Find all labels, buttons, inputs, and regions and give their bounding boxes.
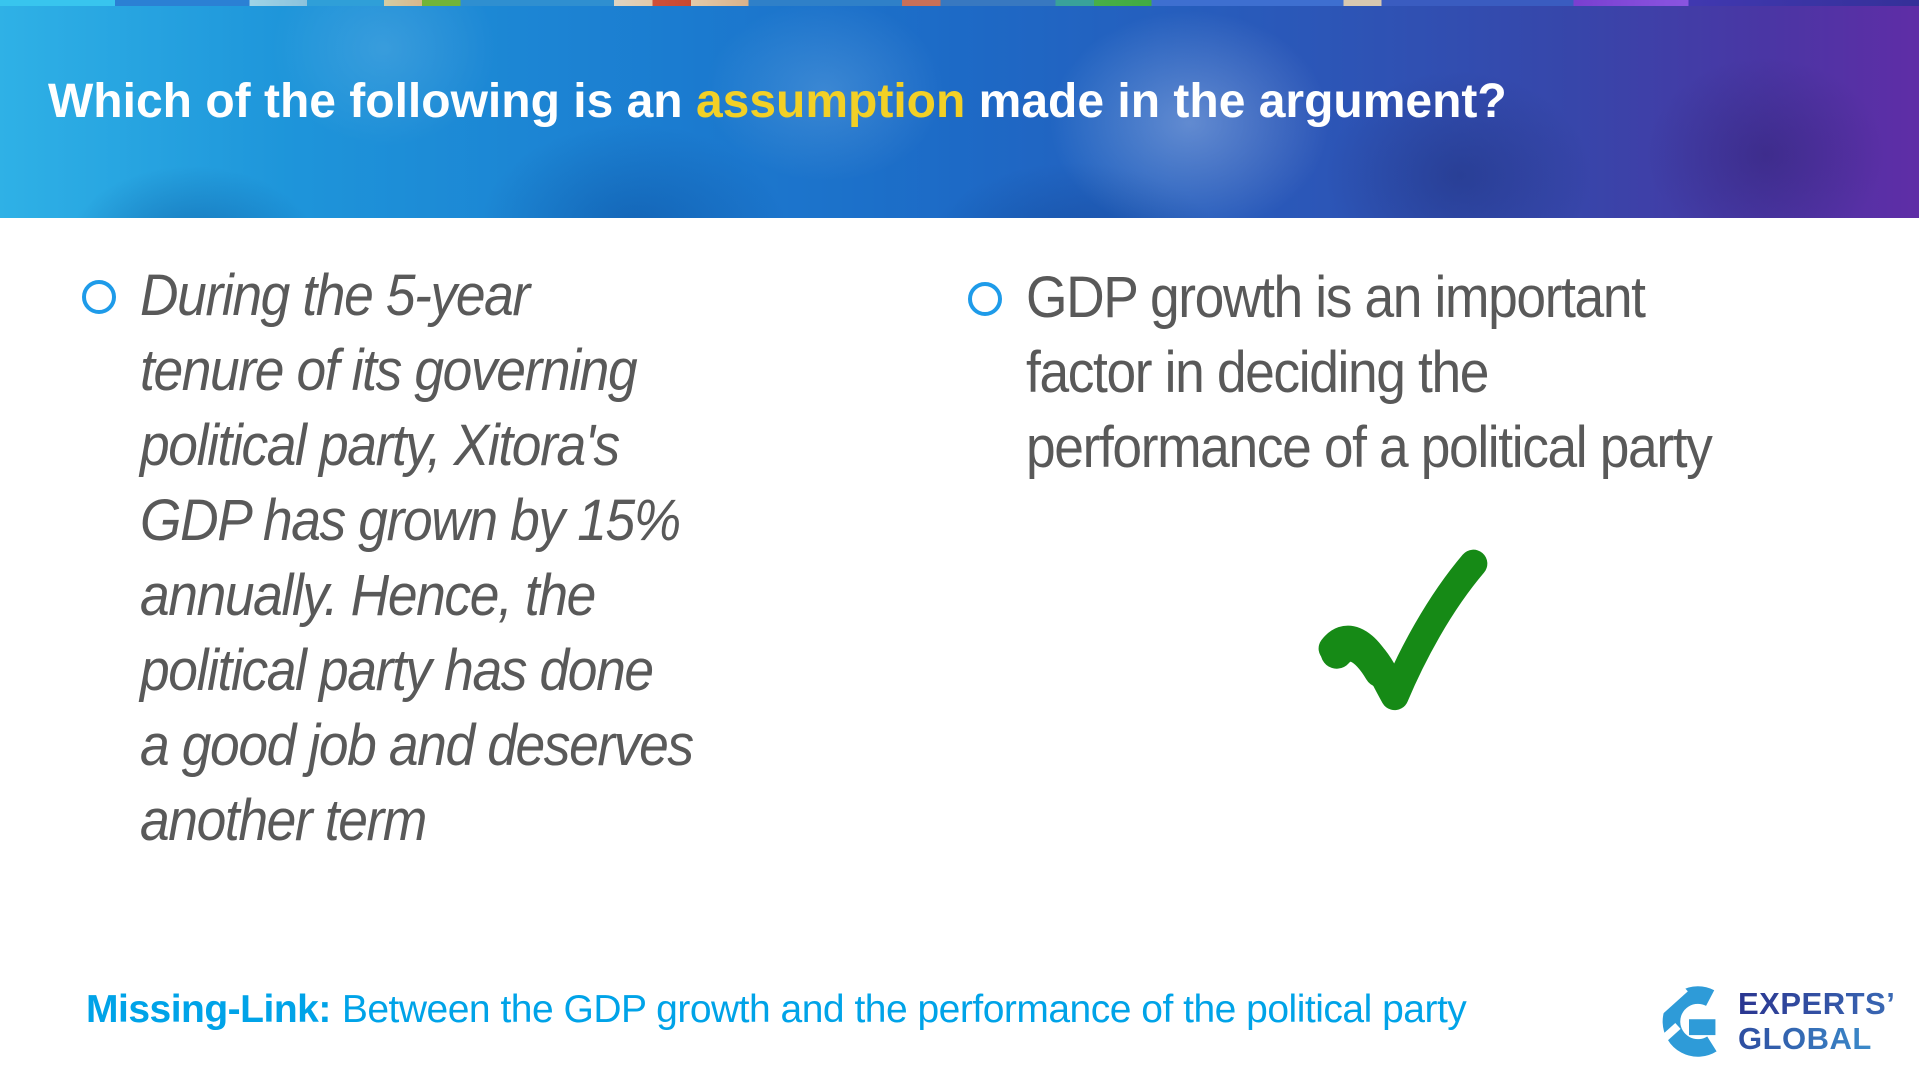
question-title-highlight: assumption [695, 75, 966, 128]
experts-global-logo: EXPERTS’ GLOBAL [1652, 975, 1895, 1067]
answer-option-2-text: GDP growth is an important factor in deci… [1026, 265, 1713, 480]
experts-global-wordmark: EXPERTS’ GLOBAL [1738, 986, 1895, 1056]
missing-link-label: Missing-Link: [86, 988, 331, 1031]
question-title-prefix: Which of the following is an [48, 75, 696, 128]
missing-link-note: Missing-Link: Between the GDP growth and … [86, 988, 1467, 1032]
bullet-circle-icon [968, 282, 1002, 316]
answer-option-1: During the 5-year tenure of its governing… [82, 258, 741, 858]
logo-line-global: GLOBAL [1738, 1021, 1895, 1056]
header-photo-background [0, 6, 1919, 218]
experts-global-g-icon [1652, 985, 1717, 1057]
question-title: Which of the following is an assumption … [48, 74, 1507, 129]
answer-option-1-text: During the 5-year tenure of its governing… [140, 263, 694, 853]
missing-link-text: Between the GDP growth and the performan… [341, 988, 1467, 1031]
question-title-suffix: made in the argument? [965, 75, 1507, 128]
green-checkmark-icon [1318, 549, 1488, 711]
logo-line-experts: EXPERTS’ [1738, 986, 1896, 1021]
photo-edge-strip [0, 0, 1919, 6]
bullet-circle-icon [82, 280, 116, 314]
answer-option-2: GDP growth is an important factor in deci… [968, 260, 1771, 485]
header-banner: Which of the following is an assumption … [0, 0, 1919, 218]
